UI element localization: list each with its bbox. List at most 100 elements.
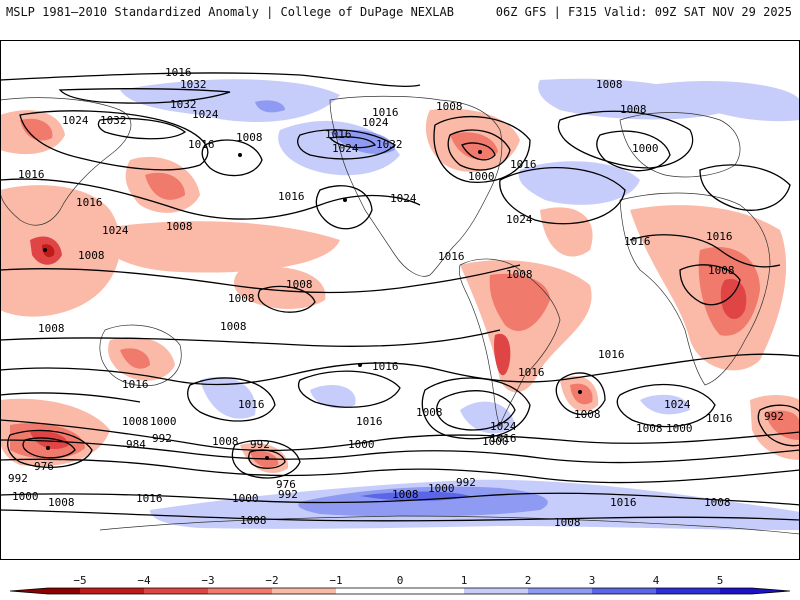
isobar-1016-north	[0, 72, 421, 87]
isobar-label: 1008	[228, 292, 255, 305]
center-dot-3	[478, 150, 482, 154]
isobar-1024-south-indian	[616, 383, 716, 428]
isobar-label: 1000	[666, 422, 693, 435]
isobar-1016-hudson	[433, 115, 531, 184]
isobar-label: 1008	[620, 103, 647, 116]
isobar-label: 1016	[165, 66, 192, 79]
shade-south-indian	[640, 394, 690, 415]
isobar-1008-aleutian	[201, 139, 263, 177]
coast-north-america	[329, 95, 503, 277]
isobar-label: 1016	[438, 250, 465, 263]
shade-south-pacific-2	[310, 385, 356, 409]
isobar-label: 992	[8, 472, 28, 485]
colorbar-tick: 2	[525, 574, 532, 587]
isobar-1000-iceland	[596, 130, 671, 172]
isobar-label: 1032	[170, 98, 197, 111]
anomaly-map: 1016 1032 1032 1024 1032 1024 1016 1008 …	[0, 40, 800, 560]
isobar-label: 1024	[362, 116, 389, 129]
isobar-label: 1024	[490, 420, 517, 433]
pressure-centers	[43, 150, 582, 460]
bin-neg4	[80, 588, 144, 594]
isobar-1024-nepac	[315, 185, 373, 230]
isobar-label: 992	[152, 432, 172, 445]
isobar-1000-antarctic	[0, 492, 800, 506]
isobar-label: 984	[126, 438, 146, 451]
isobar-1008-hudson	[447, 129, 511, 171]
isobar-label: 1000	[632, 142, 659, 155]
isobar-1016-south-pac	[187, 377, 276, 422]
isobar-label: 976	[276, 478, 296, 491]
isobar-label: 1008	[122, 415, 149, 428]
isobar-label: 1008	[166, 220, 193, 233]
isobar-label: 992	[764, 410, 784, 423]
isobar-label: 1016	[18, 168, 45, 181]
shade-amazon	[489, 273, 550, 331]
shade-tasman-core	[30, 430, 69, 450]
isobar-south-pac-low-976	[248, 449, 286, 469]
isobar-label: 1008	[506, 268, 533, 281]
isobar-label: 1016	[372, 106, 399, 119]
isobar-label: 1008	[436, 100, 463, 113]
shade-tropical-atlantic	[540, 207, 593, 257]
isobar-1000-hudson	[461, 142, 496, 161]
colorbar-tick: 5	[717, 574, 724, 587]
shade-okhotsk	[20, 118, 53, 141]
isobar-1016-pacific-mid	[0, 178, 421, 220]
bin-pos5	[752, 588, 790, 594]
isobar-1016-tropics	[0, 264, 521, 294]
center-dot-5	[358, 363, 362, 367]
isobar-label: 992	[456, 476, 476, 489]
isobar-1008-europe	[557, 110, 694, 169]
isobar-tasman-984	[7, 429, 93, 468]
isobar-label: 1032	[376, 138, 403, 151]
coast-asia	[0, 97, 132, 226]
isobar-1016-south-2	[0, 392, 141, 403]
isobar-label: 1032	[100, 114, 127, 127]
isobar-label: 1016	[510, 158, 537, 171]
shade-drake	[460, 401, 515, 434]
colorbar-tick: 3	[589, 574, 596, 587]
isobar-1008-south-atlantic	[555, 372, 606, 415]
isobar-label: 1008	[392, 488, 419, 501]
isobar-label: 1024	[102, 224, 129, 237]
isobar-label: 1016	[238, 398, 265, 411]
shade-tropics-pacific	[90, 221, 340, 273]
isobars	[0, 72, 800, 522]
isobar-label: 1016	[76, 196, 103, 209]
isobar-1024-siberia	[699, 164, 791, 211]
shade-south-atlantic-core	[570, 383, 593, 405]
isobar-1032-north	[58, 88, 231, 104]
coast-south-america	[458, 258, 561, 426]
map-title: MSLP 1981–2010 Standardized Anomaly | Co…	[6, 5, 454, 19]
center-dot-1	[238, 153, 242, 157]
center-dot-4	[43, 248, 47, 252]
bin-pos2	[528, 588, 592, 594]
isobar-1032-pacific	[97, 117, 187, 140]
isobar-label: 1024	[332, 142, 359, 155]
isobar-1016-south-1	[0, 353, 800, 386]
isobar-label: 1016	[278, 190, 305, 203]
bin-pos4	[656, 588, 720, 594]
colorbar-tick: 0	[397, 574, 404, 587]
shade-arctic-core	[255, 100, 285, 113]
isobar-label: 1032	[180, 78, 207, 91]
shade-andes	[494, 333, 511, 376]
isobar-south-pac-low-992	[231, 439, 301, 479]
isobar-label: 1008	[286, 278, 313, 291]
shade-arctic-pacific	[120, 79, 340, 123]
isobar-1024-drake	[436, 390, 516, 431]
shade-north-atlantic	[518, 161, 640, 205]
center-dot-8	[265, 456, 269, 460]
isobar-label: 1008	[416, 406, 443, 419]
bin-neg1	[272, 588, 336, 594]
isobar-tasman-976	[22, 437, 76, 459]
bin-pos5-rect	[720, 588, 752, 594]
isobar-label: 1000	[348, 438, 375, 451]
shade-gulf-alaska	[330, 129, 395, 155]
isobar-label: 1008	[240, 514, 267, 527]
isobar-1008-africa	[679, 264, 741, 306]
bin-pos1	[464, 588, 528, 594]
shade-india-peak	[42, 244, 55, 258]
isobar-1008-south-1	[0, 419, 800, 452]
isobar-label: 1024	[506, 213, 533, 226]
